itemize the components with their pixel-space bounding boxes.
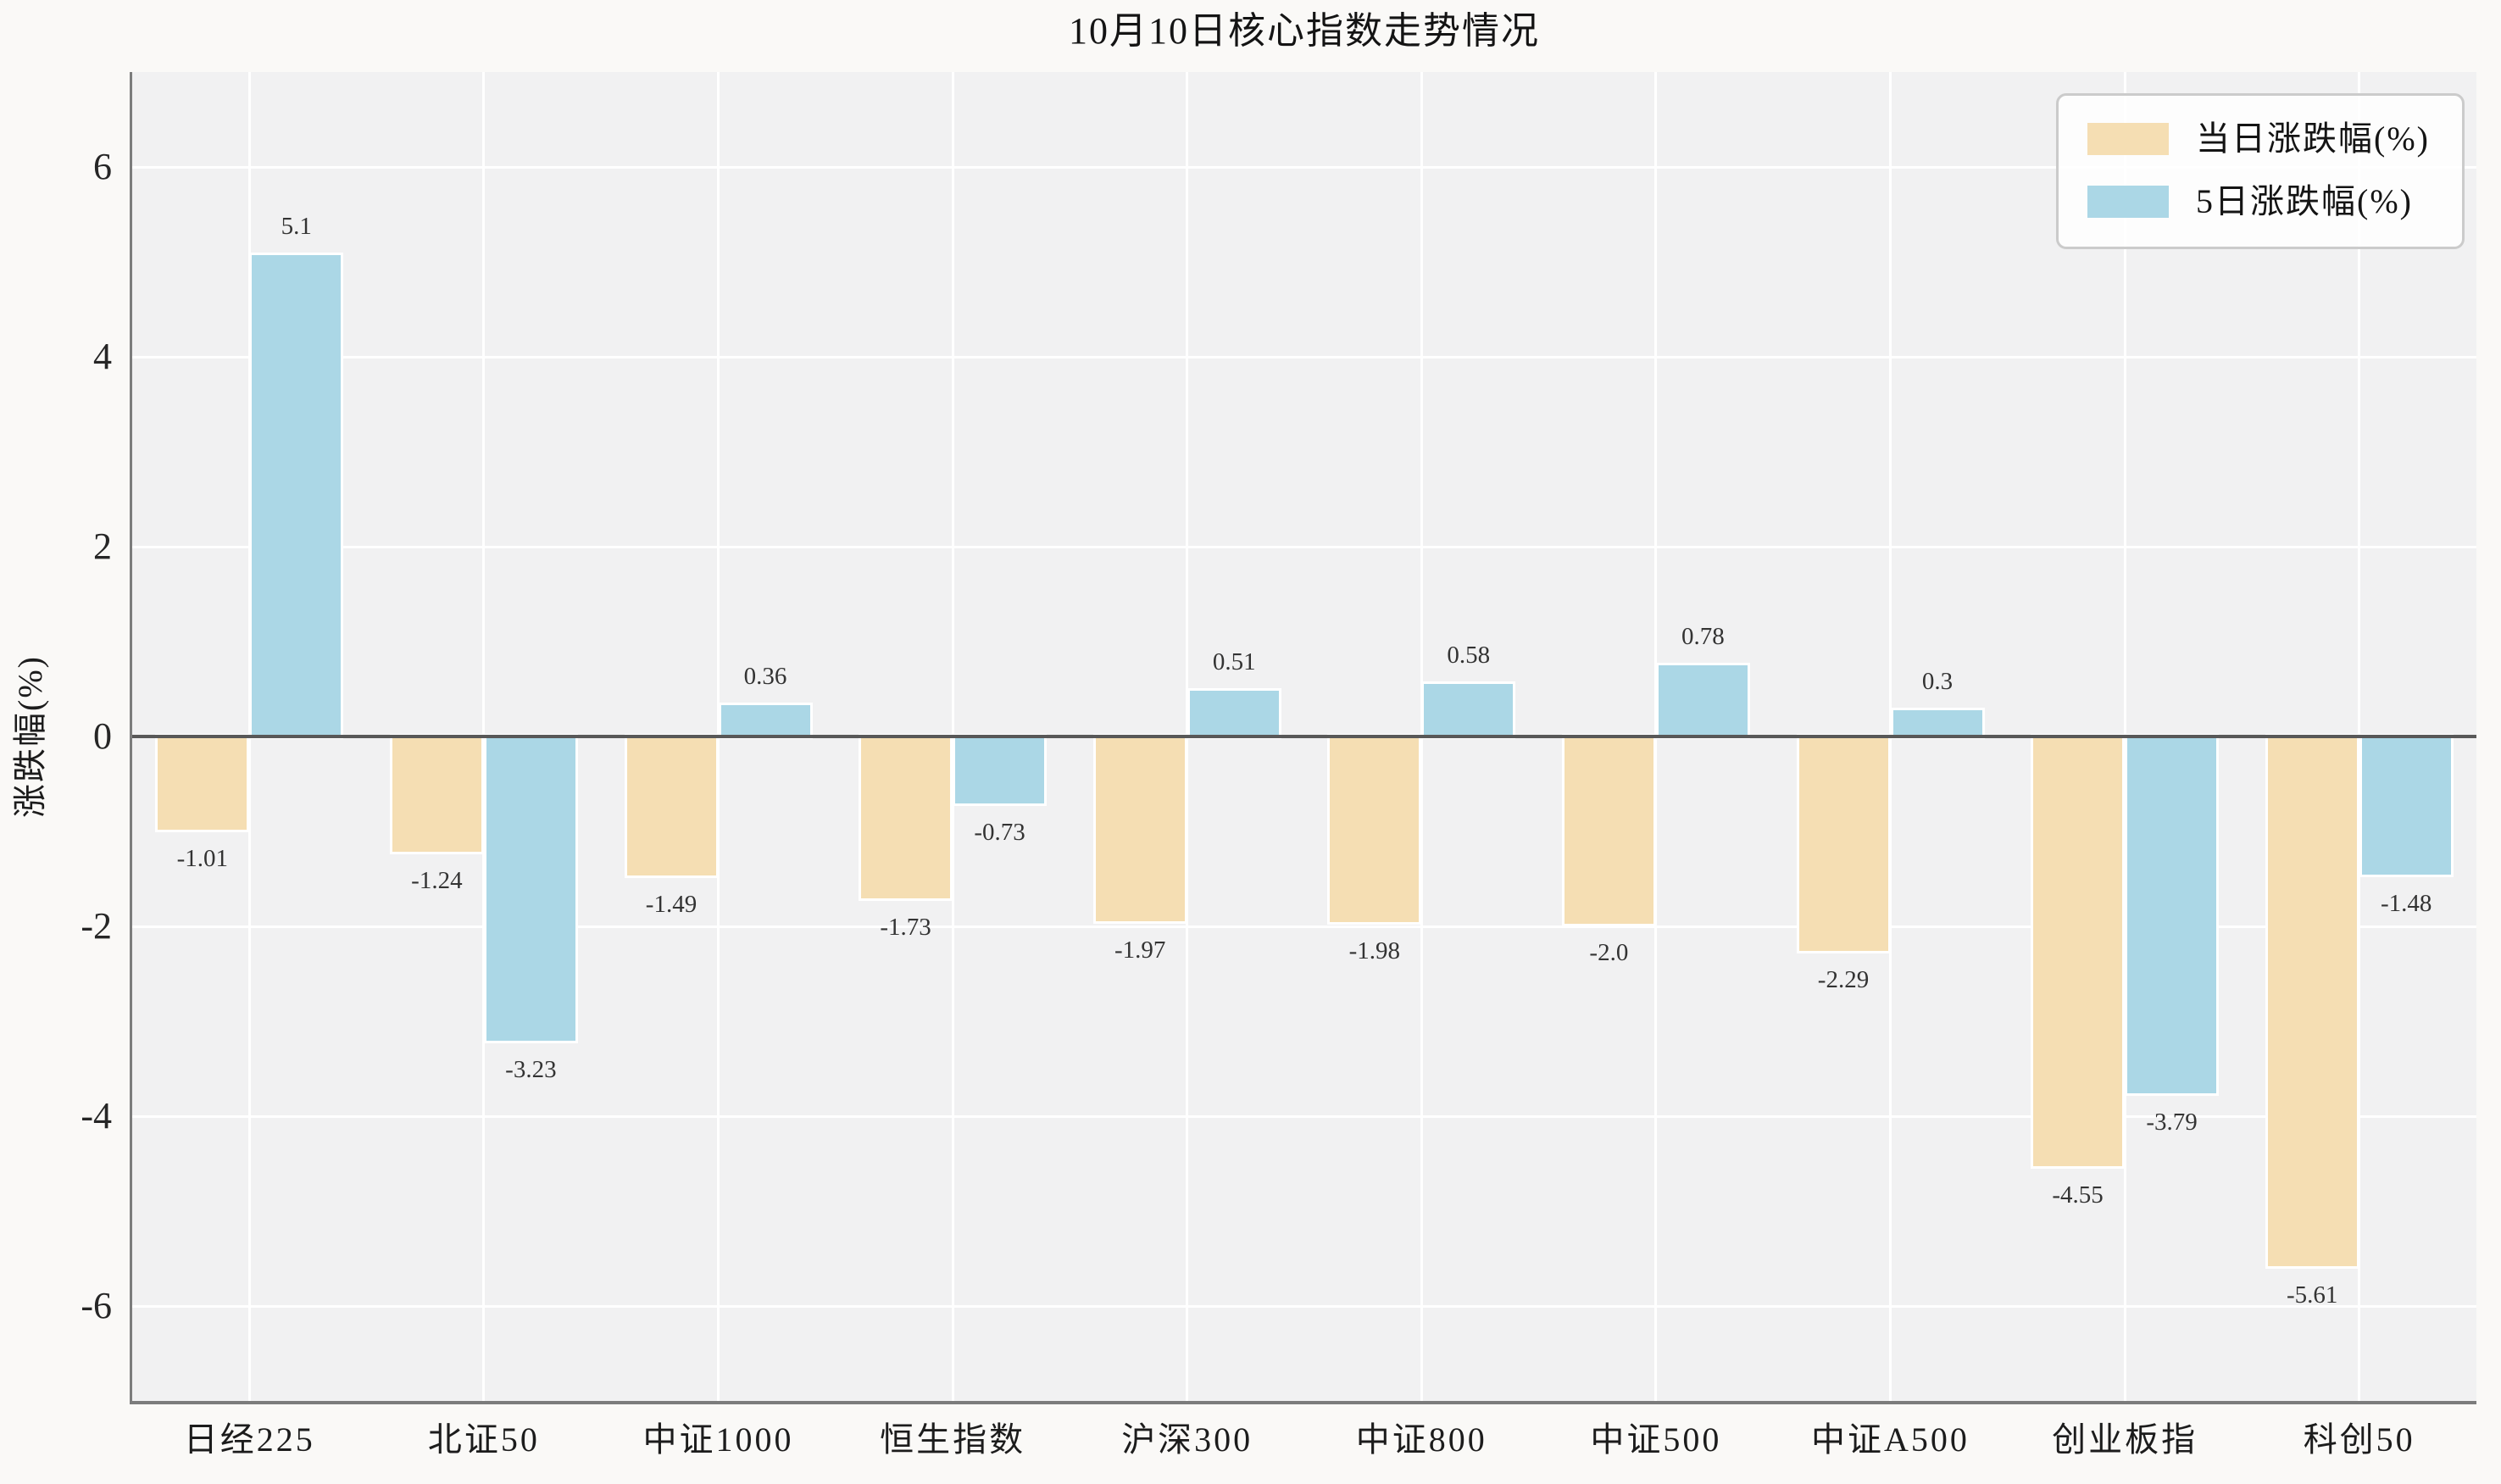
x-tick-label: 沪深300: [1121, 1420, 1253, 1459]
bar-5day-change: [2125, 734, 2220, 1097]
h-gridline: [132, 355, 2476, 358]
h-gridline: [132, 165, 2476, 169]
chart-title: 10月10日核心指数走势情况: [1069, 10, 1540, 52]
bar-daily-change: [2031, 734, 2126, 1169]
plot-area: -1.01 -1.24 -1.49 -1.73 -1.97 -1.98 -2.0 -2.29 -…: [130, 72, 2476, 1404]
x-tick-label: 日经225: [183, 1420, 315, 1459]
y-tick-label: -6: [81, 1285, 112, 1326]
bar-5day-change: [1421, 681, 1516, 739]
bar-5day-change: [1655, 662, 1750, 739]
bar-value-label: 0.78: [1681, 622, 1725, 650]
bar-daily-change: [1327, 734, 1422, 925]
x-tick-label: 中证1000: [642, 1420, 794, 1459]
bar-daily-change: [859, 734, 953, 901]
legend-swatch-daily: [2087, 123, 2170, 155]
bar-daily-change: [624, 734, 719, 878]
bar-value-label: -4.55: [2052, 1181, 2104, 1209]
x-tick-label: 中证A500: [1811, 1420, 1970, 1459]
bar-daily-change: [1092, 734, 1187, 924]
bar-value-label: -1.73: [880, 913, 931, 941]
zero-baseline: [132, 735, 2476, 738]
x-tick-label: 恒生指数: [880, 1420, 1026, 1459]
legend-item-daily-change: 当日涨跌幅(%): [2087, 118, 2430, 160]
h-gridline: [132, 1304, 2476, 1308]
y-tick-label: 0: [93, 715, 112, 757]
bar-daily-change: [389, 734, 484, 854]
bar-daily-change: [155, 734, 250, 833]
legend-label: 当日涨跌幅(%): [2196, 119, 2430, 158]
bar-5day-change: [483, 734, 578, 1043]
bar-5day-change: [953, 734, 1048, 806]
bar-daily-change: [2265, 734, 2359, 1270]
bar-value-label: -1.01: [176, 845, 229, 873]
h-gridline: [132, 1114, 2476, 1118]
bar-value-label: -1.48: [2380, 889, 2432, 917]
bar-value-label: -3.79: [2146, 1109, 2198, 1137]
x-tick-label: 中证800: [1355, 1420, 1487, 1459]
legend-label: 5日涨跌幅(%): [2196, 182, 2413, 220]
bar-value-label: -3.23: [505, 1055, 557, 1083]
y-tick-label: 2: [93, 525, 112, 567]
x-axis-spine: [130, 1401, 2476, 1404]
y-axis-spine: [130, 72, 132, 1401]
bar-value-label: 0.36: [743, 662, 787, 690]
legend: 当日涨跌幅(%) 5日涨跌幅(%): [2056, 93, 2465, 249]
bar-value-label: -2.29: [1817, 966, 1870, 994]
x-tick-label: 创业板指: [2052, 1420, 2198, 1459]
bar-daily-change: [1561, 734, 1656, 926]
y-tick-label: -4: [81, 1095, 112, 1137]
bar-value-label: 0.58: [1447, 642, 1491, 670]
bar-value-label: -0.73: [974, 818, 1025, 846]
h-gridline: [132, 545, 2476, 548]
bar-value-label: 0.51: [1212, 648, 1256, 675]
y-tick-label: 6: [93, 146, 112, 187]
bar-value-label: -5.61: [2286, 1281, 2338, 1309]
y-tick-label: -2: [81, 905, 112, 947]
legend-swatch-5day: [2087, 186, 2170, 218]
bar-value-label: -1.24: [411, 866, 463, 894]
x-tick-label: 中证500: [1590, 1420, 1722, 1459]
bar-value-label: 5.1: [281, 212, 312, 240]
y-tick-label: 4: [93, 336, 112, 377]
bar-value-label: -1.98: [1348, 937, 1400, 964]
x-tick-label: 北证50: [427, 1420, 540, 1459]
bar-value-label: 0.3: [1921, 668, 1954, 696]
h-gridline: [132, 925, 2476, 928]
x-tick-label: 科创50: [2303, 1420, 2415, 1459]
bar-5day-change: [1187, 687, 1281, 739]
bar-value-label: -1.97: [1114, 936, 1166, 964]
bar-value-label: -1.49: [645, 890, 698, 918]
legend-item-5day-change: 5日涨跌幅(%): [2087, 181, 2430, 223]
bar-daily-change: [1796, 734, 1891, 954]
bar-5day-change: [2359, 734, 2454, 877]
bar-5day-change: [718, 702, 813, 739]
bar-5day-change: [249, 252, 344, 739]
bar-value-label: -2.0: [1589, 939, 1629, 966]
